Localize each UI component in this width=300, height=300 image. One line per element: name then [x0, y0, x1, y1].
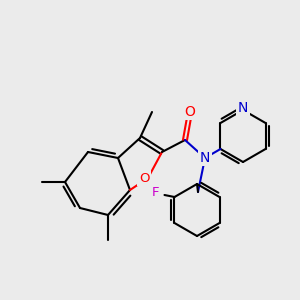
Text: F: F: [152, 187, 159, 200]
Text: O: O: [139, 172, 149, 184]
Text: O: O: [184, 105, 195, 119]
Text: N: N: [238, 101, 248, 115]
Text: N: N: [200, 151, 210, 165]
